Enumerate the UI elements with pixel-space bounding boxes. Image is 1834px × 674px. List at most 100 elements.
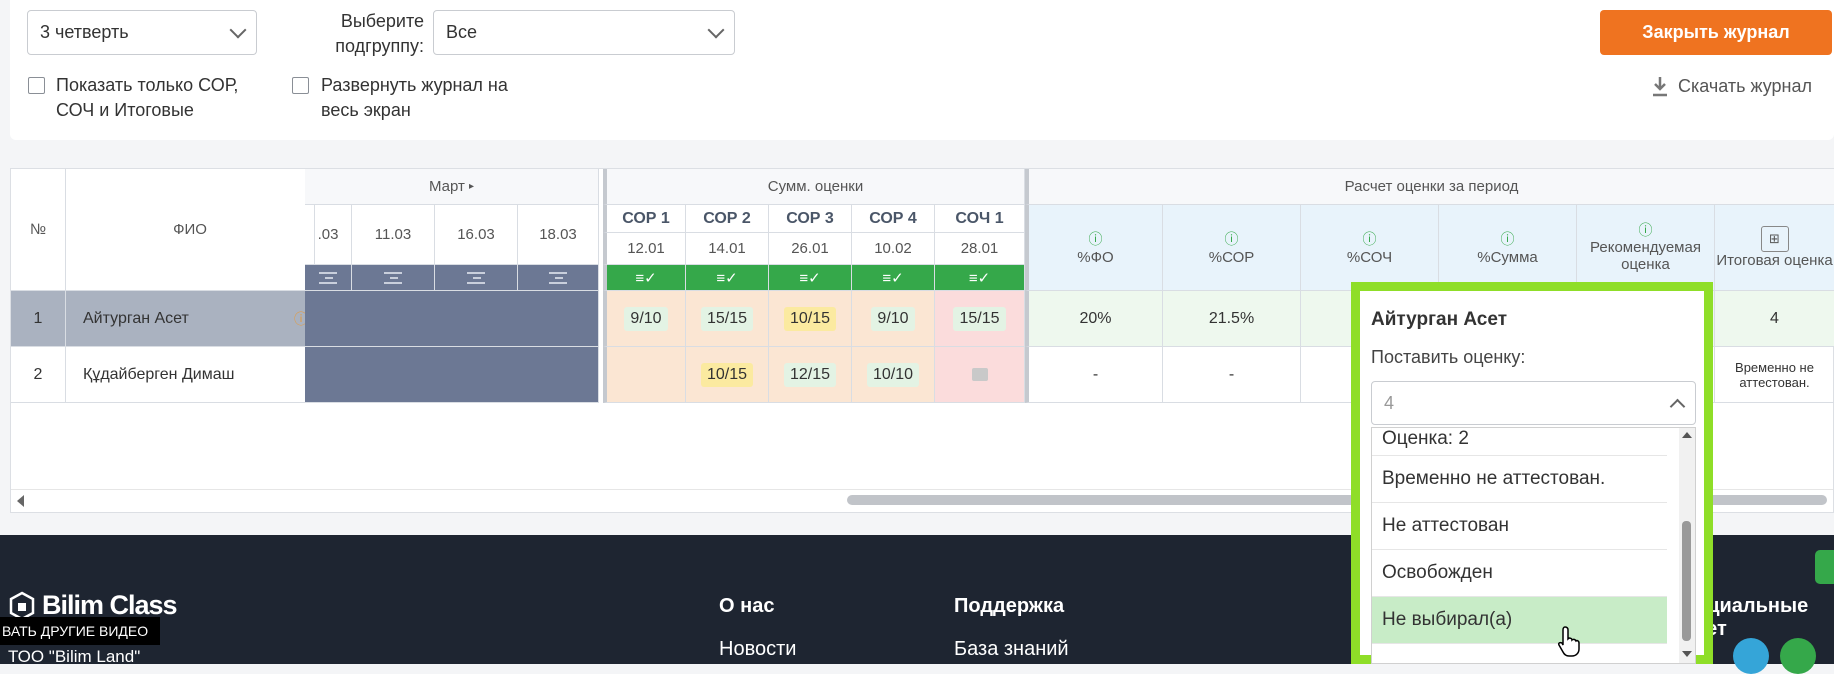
date-header: .03 — [305, 205, 352, 265]
row-num: 2 — [11, 347, 66, 403]
set-grade-popup: Айтурган Асет Поставить оценку: 4 Оценка… — [1351, 282, 1713, 664]
grade-option[interactable]: Не аттестован — [1372, 503, 1667, 550]
scroll-up-icon[interactable] — [1682, 432, 1692, 438]
grade-option-hover[interactable]: Не выбирал(а) — [1372, 597, 1667, 644]
grade-select-value: 4 — [1384, 392, 1395, 413]
check-list-icon[interactable]: ≡✓ — [603, 265, 686, 291]
grade-option[interactable]: Освобожден — [1372, 550, 1667, 597]
sum-date: 12.01 — [603, 233, 686, 265]
sum-date: 10.02 — [852, 233, 935, 265]
check-list-icon[interactable]: ≡✓ — [686, 265, 769, 291]
scroll-thumb[interactable] — [847, 495, 1827, 505]
show-only-label: Показать только СОР, СОЧ и Итоговые — [56, 75, 239, 120]
edit-icon[interactable] — [352, 265, 435, 291]
grade-option[interactable]: Оценка: 2 — [1372, 428, 1667, 456]
chevron-down-icon — [707, 21, 725, 38]
student-name[interactable]: Айтурган Асет ⓘ — [66, 291, 315, 347]
bilim-logo-icon — [9, 591, 35, 620]
sum-code: СОР 3 — [769, 205, 852, 233]
period-col: ⓘ %СОЧ — [1301, 205, 1439, 291]
edit-icon[interactable] — [435, 265, 518, 291]
hand-cursor-icon — [1558, 626, 1580, 657]
download-journal-link[interactable]: Скачать журнал — [1652, 76, 1812, 97]
video-overlay-label[interactable]: ВАТЬ ДРУГИЕ ВИДЕО — [0, 617, 160, 645]
period-col: ⓘ Рекомендуемая оценка — [1577, 205, 1715, 291]
grade-cell[interactable]: 10/15 — [769, 291, 852, 347]
comment-icon[interactable] — [935, 347, 1025, 403]
check-list-icon[interactable]: ≡✓ — [852, 265, 935, 291]
download-label: Скачать журнал — [1678, 76, 1813, 96]
options-scrollbar[interactable] — [1679, 428, 1695, 663]
edit-icon[interactable] — [518, 265, 599, 291]
chat-widget-icon[interactable] — [1815, 550, 1834, 584]
grade-cell[interactable]: 15/15 — [686, 291, 769, 347]
sum-code: СОР 2 — [686, 205, 769, 233]
expand-label: Развернуть журнал на весь экран — [321, 75, 508, 120]
grade-cell[interactable]: 9/10 — [852, 291, 935, 347]
sum-code: СОЧ 1 — [935, 205, 1025, 233]
footer-kb-link[interactable]: База знаний — [954, 638, 1069, 660]
student-name[interactable]: Құдайберген Димаш — [66, 347, 315, 403]
subgroup-value: Все — [446, 22, 478, 42]
telegram-icon[interactable] — [1733, 638, 1769, 674]
footer-support-heading: Поддержка — [954, 595, 1065, 617]
check-list-icon[interactable]: ≡✓ — [769, 265, 852, 291]
grade-option[interactable]: Временно не аттестован. — [1372, 456, 1667, 503]
info-icon: ⓘ — [1500, 231, 1515, 247]
subgroup-label: Выберите подгруппу: — [335, 11, 424, 56]
check-list-icon[interactable]: ≡✓ — [935, 265, 1025, 291]
period-header: Расчет оценки за период — [1025, 169, 1834, 205]
close-journal-button[interactable]: Закрыть журнал — [1600, 10, 1832, 55]
quarter-value: 3 четверть — [40, 22, 129, 42]
period-col: ⊞ Итоговая оценка — [1715, 205, 1834, 291]
grade-select[interactable]: 4 — [1371, 381, 1696, 425]
footer-news-link[interactable]: Новости — [719, 638, 797, 660]
final-grade-icon: ⊞ — [1760, 226, 1789, 252]
grade-cell[interactable]: 10/15 — [686, 347, 769, 403]
final-grade[interactable]: 4 — [1715, 291, 1834, 347]
date-header: 18.03 — [518, 205, 599, 265]
scroll-left-icon[interactable] — [17, 495, 24, 507]
period-col: ⓘ %Сумма — [1439, 205, 1577, 291]
name-header: ФИО — [66, 169, 315, 291]
num-header: № — [11, 169, 66, 291]
info-icon: ⓘ — [1224, 231, 1239, 247]
edit-icon[interactable] — [305, 265, 352, 291]
month-grades — [305, 291, 599, 347]
sum-date: 26.01 — [769, 233, 852, 265]
sum-code: СОР 4 — [852, 205, 935, 233]
date-header: 11.03 — [352, 205, 435, 265]
show-only-checkbox[interactable] — [28, 77, 45, 94]
grade-cell[interactable]: 9/10 — [603, 291, 686, 347]
grade-cell[interactable]: 12/15 — [769, 347, 852, 403]
expand-checkbox[interactable] — [292, 77, 309, 94]
grade-cell[interactable]: 15/15 — [935, 291, 1025, 347]
sum-code: СОР 1 — [603, 205, 686, 233]
scroll-down-icon[interactable] — [1682, 651, 1692, 657]
fo-value: - — [1025, 347, 1163, 403]
final-grade[interactable]: Временно не аттестован. — [1715, 347, 1834, 403]
quarter-select[interactable]: 3 четверть — [27, 10, 257, 55]
sor-value: 21.5% — [1163, 291, 1301, 347]
sor-value: - — [1163, 347, 1301, 403]
grade-cell[interactable]: 10/10 — [852, 347, 935, 403]
sum-date: 14.01 — [686, 233, 769, 265]
horizontal-scrollbar[interactable] — [11, 489, 1833, 511]
whatsapp-icon[interactable] — [1780, 638, 1816, 674]
download-icon — [1653, 76, 1667, 96]
popup-label: Поставить оценку: — [1371, 347, 1526, 367]
row-num: 1 — [11, 291, 66, 347]
info-icon: ⓘ — [1088, 231, 1103, 247]
month-header[interactable]: Март ▸ — [305, 169, 599, 205]
period-col: ⓘ %ФО — [1025, 205, 1163, 291]
subgroup-select[interactable]: Все — [433, 10, 735, 55]
options-scroll-thumb[interactable] — [1682, 521, 1691, 641]
grade-cell[interactable] — [603, 347, 686, 403]
period-col: ⓘ %СОР — [1163, 205, 1301, 291]
footer-about-heading: О нас — [719, 595, 775, 617]
month-grades — [305, 347, 599, 403]
info-icon: ⓘ — [1362, 231, 1377, 247]
chevron-up-icon — [1669, 398, 1686, 414]
info-icon: ⓘ — [294, 310, 308, 327]
company-name: ТОО "Bilim Land" — [8, 647, 141, 666]
